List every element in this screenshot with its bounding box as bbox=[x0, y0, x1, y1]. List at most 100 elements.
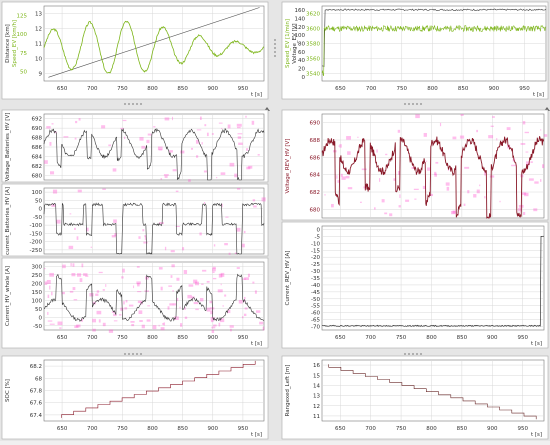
signal-noise-mark bbox=[489, 175, 495, 178]
signal-noise-mark bbox=[172, 303, 177, 306]
signal-noise-mark bbox=[347, 187, 353, 190]
signal-noise-mark bbox=[128, 304, 134, 307]
signal-noise-mark bbox=[227, 309, 231, 314]
signal-noise-mark bbox=[89, 293, 94, 297]
signal-noise-mark bbox=[171, 116, 174, 121]
signal-noise-mark bbox=[522, 121, 526, 125]
y-axis-label: Rangexed_Left [m] bbox=[285, 365, 291, 417]
signal-noise-mark bbox=[492, 116, 495, 118]
horizontal-splitter[interactable] bbox=[280, 100, 550, 108]
signal-noise-mark bbox=[188, 179, 191, 182]
plot-area bbox=[321, 359, 545, 422]
plot-panel-speed-voltage[interactable]: 3540 3560 3580 3600 3620 Speed_EV [1/min] 0 20 4… bbox=[281, 1, 549, 100]
signal-noise-mark bbox=[399, 194, 401, 198]
signal-noise-mark bbox=[229, 162, 235, 167]
signal-noise-mark bbox=[196, 155, 199, 158]
signal-noise-mark bbox=[216, 176, 218, 179]
signal-noise-mark bbox=[57, 321, 63, 326]
signal-noise-mark bbox=[425, 160, 428, 162]
plot-panel-distance-speed[interactable]: 9 10 11 12 13 Distance [km] 50 75 100 125Speed_EV… bbox=[1, 1, 269, 100]
signal-noise-mark bbox=[137, 283, 140, 287]
grip-dots-icon[interactable] bbox=[404, 353, 422, 355]
y-tick-label: 12 bbox=[313, 404, 320, 410]
battery-current-line bbox=[43, 202, 265, 255]
signal-noise-mark bbox=[139, 137, 144, 141]
signal-noise-mark bbox=[137, 300, 142, 304]
plot-panel-current-battery[interactable]: -250 -200 -150 -100 -50 0 50 100 current_Batteri… bbox=[1, 183, 269, 257]
y-tick-label: 686 bbox=[310, 155, 321, 161]
signal-noise-mark bbox=[246, 148, 249, 151]
signal-noise-mark bbox=[259, 321, 264, 325]
signal-noise-mark bbox=[74, 325, 79, 329]
signal-noise-mark bbox=[176, 277, 180, 281]
signal-noise-mark bbox=[120, 127, 124, 130]
signal-noise-mark bbox=[445, 182, 450, 186]
signal-noise-mark bbox=[49, 171, 55, 175]
signal-noise-mark bbox=[73, 299, 78, 301]
plot-panel-voltage-rev[interactable]: 680 682 684 686 688 690 Voltage_REV_HV [V] bbox=[281, 109, 549, 221]
y2-tick-label: 100 bbox=[17, 32, 28, 38]
plot-panel-soc[interactable]: 67.4 67.6 67.8 68 68.2 SOC [%] 650 700 750 800 850… bbox=[1, 355, 269, 440]
signal-noise-mark bbox=[44, 281, 48, 285]
signal-noise-mark bbox=[44, 268, 46, 270]
signal-noise-mark bbox=[139, 320, 143, 322]
y-tick-label: 688 bbox=[32, 136, 43, 142]
y-tick-label: 688 bbox=[310, 138, 321, 144]
grip-dots-icon[interactable] bbox=[274, 39, 276, 57]
speed-series-line bbox=[43, 20, 265, 74]
signal-noise-mark bbox=[204, 124, 207, 127]
horizontal-splitter[interactable] bbox=[0, 100, 270, 108]
signal-noise-mark bbox=[206, 280, 210, 283]
signal-noise-mark bbox=[105, 284, 107, 287]
signal-noise-mark bbox=[237, 133, 243, 135]
signal-noise-mark bbox=[451, 210, 456, 215]
y-tick-label: -15 bbox=[311, 248, 320, 254]
signal-noise-mark bbox=[525, 151, 529, 153]
y-tick-label: 690 bbox=[310, 121, 321, 127]
grip-dots-icon[interactable] bbox=[124, 353, 142, 355]
x-tick-label: 950 bbox=[517, 335, 528, 341]
signal-noise-mark bbox=[384, 212, 388, 215]
signal-noise-mark bbox=[199, 116, 202, 120]
signal-noise-mark bbox=[51, 291, 53, 296]
horizontal-splitter[interactable] bbox=[280, 350, 550, 358]
signal-noise-mark bbox=[422, 185, 426, 190]
signal-noise-mark bbox=[212, 271, 215, 273]
signal-noise-mark bbox=[196, 129, 202, 131]
y-tick-label: -25 bbox=[311, 262, 320, 268]
signal-noise-mark bbox=[136, 281, 141, 285]
signal-noise-mark bbox=[484, 171, 487, 176]
signal-noise-mark bbox=[152, 325, 157, 330]
plot-area bbox=[43, 261, 265, 331]
signal-noise-mark bbox=[452, 136, 457, 140]
signal-noise-mark bbox=[92, 328, 96, 332]
y2-tick-label: 75 bbox=[20, 51, 27, 57]
y-tick-label: 16 bbox=[313, 363, 320, 369]
plot-panel-current-rev[interactable]: -70-65-60-55-50-45-40-35-30-25-20-15-10-… bbox=[281, 221, 549, 349]
x-tick-label: 950 bbox=[238, 335, 249, 341]
signal-noise-mark bbox=[488, 135, 494, 139]
y2-axis-label: Speed_EV [km/h] bbox=[12, 20, 18, 67]
plot-panel-range[interactable]: 11 12 13 14 15 16 Rangexed_Left [m] 650 700 750 80… bbox=[281, 355, 549, 440]
signal-noise-mark bbox=[405, 199, 410, 202]
signal-noise-mark bbox=[153, 126, 156, 128]
signal-noise-mark bbox=[144, 235, 147, 237]
signal-noise-mark bbox=[393, 178, 396, 181]
plot-panel-current-inverter[interactable]: -50 0 50 100 150 200 250 300 Current_HV_whole [A… bbox=[1, 257, 269, 349]
signal-noise-mark bbox=[452, 210, 456, 214]
signal-noise-mark bbox=[385, 153, 388, 156]
signal-noise-mark bbox=[202, 269, 207, 272]
signal-noise-mark bbox=[206, 132, 209, 137]
signal-noise-mark bbox=[238, 142, 243, 145]
horizontal-splitter[interactable] bbox=[0, 350, 270, 358]
y-tick-label: -45 bbox=[311, 290, 320, 296]
grip-dot bbox=[416, 353, 418, 355]
grip-dots-icon[interactable] bbox=[124, 103, 142, 105]
signal-noise-mark bbox=[255, 310, 261, 313]
grip-dots-icon[interactable] bbox=[404, 103, 422, 105]
vertical-splitter[interactable] bbox=[271, 0, 279, 441]
grip-dot bbox=[404, 103, 406, 105]
y-tick-label: 100 bbox=[32, 190, 43, 196]
signal-noise-mark bbox=[506, 127, 511, 131]
plot-panel-voltage-battery[interactable]: 680 682 684 686 688 690 692 Voltage_Batteries_H… bbox=[1, 109, 269, 183]
